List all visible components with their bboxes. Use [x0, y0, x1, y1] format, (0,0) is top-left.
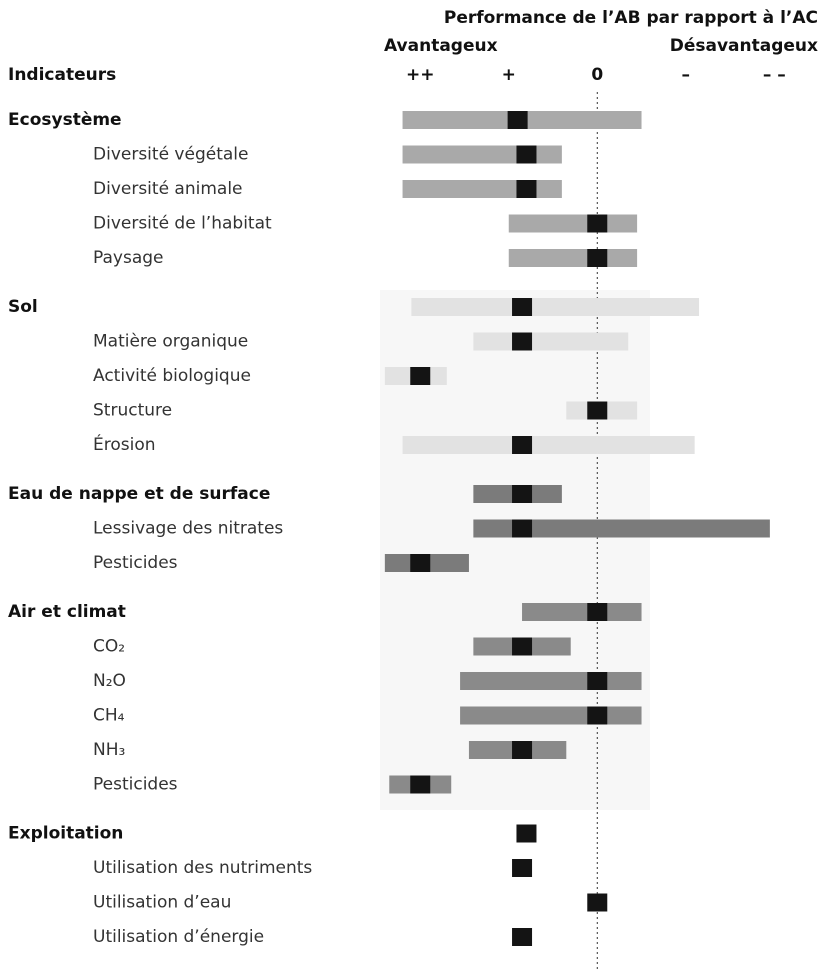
range-bar: [522, 603, 642, 621]
range-bar: [460, 706, 642, 725]
item-label: N₂O: [93, 671, 126, 691]
median-marker: [587, 249, 608, 267]
median-marker: [587, 603, 608, 621]
item-label: Pesticides: [93, 775, 178, 795]
range-bar: [508, 249, 638, 267]
item-label: Matière organique: [93, 332, 248, 352]
item-label: Pesticides: [93, 553, 178, 573]
median-marker: [512, 859, 533, 877]
chart-title: Performance de l’AB par rapport à l’AC: [444, 8, 818, 28]
group-label: Eau de nappe et de surface: [8, 484, 270, 504]
item-label: Utilisation des nutriments: [93, 858, 312, 878]
median-marker: [512, 436, 533, 454]
range-bar: [473, 332, 629, 351]
item-label: Diversité animale: [93, 179, 243, 199]
item-label: CO₂: [93, 637, 125, 657]
median-marker: [587, 672, 608, 690]
range-bar: [402, 145, 562, 164]
median-marker: [516, 824, 537, 843]
range-bar: [402, 436, 695, 454]
row-header: Indicateurs: [8, 65, 116, 85]
item-label: Utilisation d’énergie: [93, 927, 264, 947]
x-tick-label: +: [502, 65, 516, 85]
item-label: CH₄: [93, 706, 125, 726]
item-label: NH₃: [93, 740, 125, 760]
median-marker: [507, 111, 528, 129]
median-marker: [516, 180, 537, 198]
x-tick-label: – –: [763, 65, 786, 85]
median-marker: [512, 298, 533, 316]
item-label: Érosion: [93, 433, 156, 455]
median-marker: [512, 332, 533, 351]
median-marker: [587, 706, 608, 725]
group-label: Exploitation: [8, 824, 123, 844]
median-marker: [512, 741, 533, 759]
left-label: Avantageux: [384, 36, 498, 56]
item-label: Diversité de l’habitat: [93, 214, 272, 234]
median-marker: [410, 554, 431, 572]
median-marker: [587, 893, 608, 912]
item-label: Lessivage des nitrates: [93, 519, 283, 539]
item-label: Activité biologique: [93, 366, 251, 386]
median-marker: [512, 485, 533, 503]
item-label: Diversité végétale: [93, 145, 248, 165]
range-bar: [473, 519, 770, 538]
group-label: Ecosystème: [8, 110, 122, 130]
item-label: Structure: [93, 401, 172, 421]
median-marker: [516, 145, 537, 164]
item-label: Utilisation d’eau: [93, 893, 231, 913]
group-label: Sol: [8, 297, 38, 317]
median-marker: [512, 519, 533, 538]
group-label: Air et climat: [8, 602, 126, 622]
x-tick-label: –: [682, 65, 691, 85]
x-tick-label: ++: [406, 65, 435, 85]
median-marker: [410, 367, 431, 385]
median-marker: [512, 928, 533, 946]
range-bar: [508, 214, 638, 233]
range-bar: [460, 672, 642, 690]
right-label: Désavantageux: [670, 36, 818, 56]
median-marker: [587, 401, 608, 420]
median-marker: [587, 214, 608, 233]
median-marker: [512, 637, 533, 656]
range-bar: [402, 180, 562, 198]
range-bar: [411, 298, 700, 316]
median-marker: [410, 775, 431, 794]
item-label: Paysage: [93, 248, 164, 268]
x-tick-label: 0: [591, 65, 603, 85]
